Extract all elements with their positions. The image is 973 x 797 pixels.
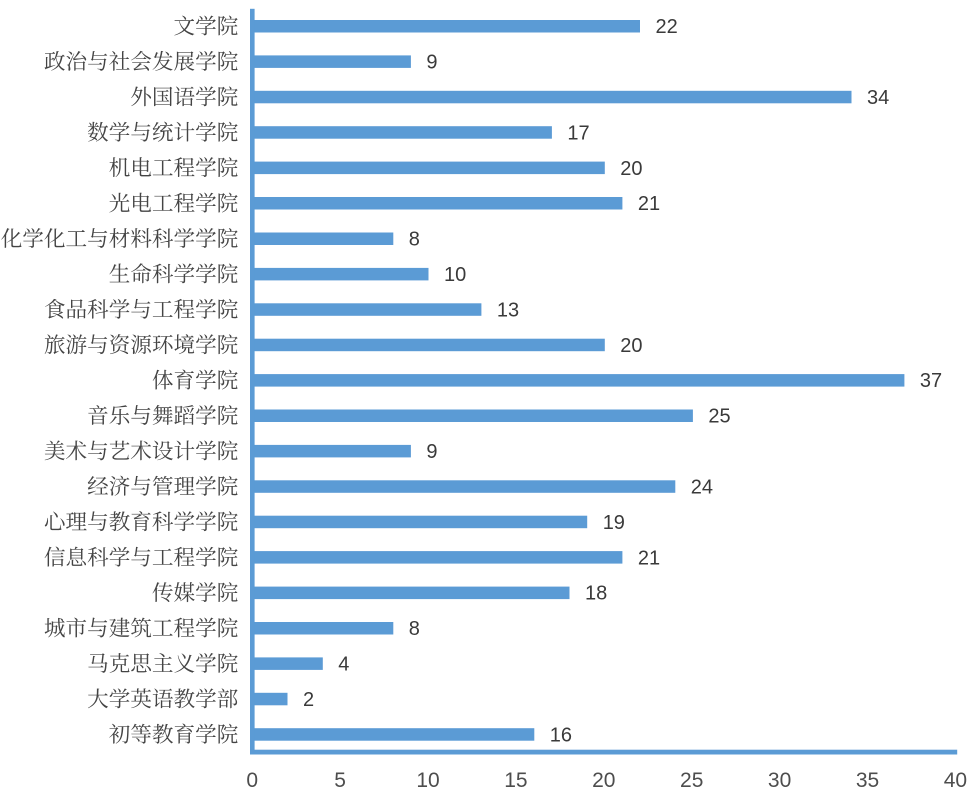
- svg-text:19: 19: [603, 512, 625, 534]
- svg-text:22: 22: [656, 16, 678, 38]
- svg-text:18: 18: [585, 583, 607, 605]
- svg-text:10: 10: [444, 264, 466, 286]
- svg-text:30: 30: [768, 769, 791, 792]
- svg-text:15: 15: [504, 769, 527, 792]
- svg-text:20: 20: [592, 769, 615, 792]
- svg-text:9: 9: [426, 441, 437, 463]
- svg-text:5: 5: [334, 769, 346, 792]
- svg-text:20: 20: [620, 335, 642, 357]
- svg-text:21: 21: [638, 193, 660, 215]
- svg-text:8: 8: [409, 229, 420, 251]
- svg-text:4: 4: [338, 654, 349, 676]
- svg-text:35: 35: [856, 769, 879, 792]
- svg-text:17: 17: [567, 122, 589, 144]
- svg-text:13: 13: [497, 299, 519, 321]
- svg-text:8: 8: [409, 618, 420, 640]
- svg-text:24: 24: [691, 477, 713, 499]
- svg-text:40: 40: [944, 769, 967, 792]
- svg-text:21: 21: [638, 547, 660, 569]
- svg-text:20: 20: [620, 158, 642, 180]
- svg-text:37: 37: [920, 370, 942, 392]
- svg-text:0: 0: [246, 769, 258, 792]
- svg-text:25: 25: [708, 406, 730, 428]
- svg-text:34: 34: [867, 87, 889, 109]
- svg-text:2: 2: [303, 689, 314, 711]
- svg-text:25: 25: [680, 769, 703, 792]
- svg-text:9: 9: [426, 52, 437, 74]
- svg-text:16: 16: [550, 724, 572, 746]
- svg-text:10: 10: [416, 769, 439, 792]
